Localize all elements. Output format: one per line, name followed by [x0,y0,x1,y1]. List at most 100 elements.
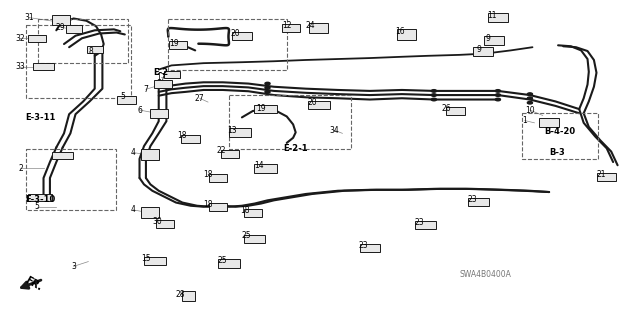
Text: 20: 20 [307,98,317,107]
Bar [229,128,251,137]
Text: FR.: FR. [23,275,44,293]
Bar [117,96,136,103]
Bar [150,109,168,118]
Text: 13: 13 [227,126,237,135]
Bar [26,25,131,98]
Text: 4: 4 [131,205,136,214]
Text: 29: 29 [56,23,66,32]
Text: 18: 18 [204,170,212,179]
Text: 34: 34 [329,126,339,135]
Text: E-2-1: E-2-1 [283,144,307,153]
Bar [229,95,351,149]
Text: 6: 6 [137,106,142,115]
Circle shape [527,97,532,100]
Text: 5: 5 [35,202,40,211]
Text: 11: 11 [487,11,496,20]
Text: 4: 4 [131,148,136,157]
Text: 3: 3 [71,262,76,271]
Text: 10: 10 [525,106,535,115]
Bar [156,220,174,228]
Text: 23: 23 [467,195,477,204]
Text: 19: 19 [256,104,266,113]
Text: 17: 17 [156,73,166,82]
Bar [33,63,54,70]
Bar [522,113,598,159]
Bar [181,135,200,143]
Text: 14: 14 [254,161,264,170]
Bar [254,164,277,173]
Bar [141,207,159,218]
Text: 9: 9 [485,34,490,43]
Text: E-2: E-2 [154,68,169,77]
Bar [539,118,559,127]
Bar [221,150,239,158]
Bar [209,203,227,211]
Bar [164,71,180,78]
Bar [168,19,287,70]
Text: 25: 25 [241,231,252,240]
Bar [143,257,166,265]
Circle shape [527,101,532,104]
Text: E-3-11: E-3-11 [26,113,56,122]
Bar [169,41,187,49]
Bar [484,36,504,45]
Circle shape [431,94,436,96]
Text: 18: 18 [204,200,212,209]
Text: 31: 31 [24,13,34,22]
Bar [38,19,128,63]
Text: 5: 5 [120,92,125,101]
Bar [28,35,46,42]
Text: 33: 33 [15,63,26,71]
Text: 1: 1 [522,116,527,125]
Text: 20: 20 [230,29,241,38]
Text: 30: 30 [152,217,162,226]
Text: E-3-10: E-3-10 [26,195,56,204]
Text: 21: 21 [597,170,606,179]
Bar [282,24,300,32]
Bar [218,259,240,268]
Bar [244,209,262,217]
Text: 25: 25 [218,256,228,265]
Circle shape [431,98,436,101]
Text: 28: 28 [176,290,185,299]
Bar [52,152,73,159]
Text: SWA4B0400A: SWA4B0400A [460,271,511,279]
Text: 24: 24 [305,21,316,30]
Bar [488,13,508,22]
Bar [468,197,489,206]
Bar [28,194,52,201]
Text: 27: 27 [195,94,205,103]
Bar [141,149,159,160]
Bar [52,15,70,25]
Circle shape [265,86,270,89]
Circle shape [527,93,532,95]
Bar [597,173,616,181]
Bar [307,101,330,108]
Bar [26,149,116,210]
Text: 32: 32 [15,34,26,43]
Text: 23: 23 [414,218,424,227]
Bar [415,221,436,229]
Bar [446,107,465,115]
Bar [473,47,493,56]
Bar [360,244,380,252]
Circle shape [495,90,500,92]
Text: 18: 18 [240,206,249,215]
Bar [86,46,102,53]
Circle shape [431,90,436,92]
Circle shape [265,82,270,85]
Circle shape [495,94,500,96]
Bar [209,174,227,182]
Text: 7: 7 [143,85,148,94]
Text: B-4-20: B-4-20 [544,127,575,136]
Bar [254,105,277,113]
Text: 19: 19 [169,39,179,48]
Text: B-3: B-3 [549,148,565,157]
Bar [66,25,82,33]
Circle shape [265,91,270,93]
Text: 8: 8 [88,47,93,56]
Text: 18: 18 [178,131,187,140]
Text: 12: 12 [282,21,291,30]
Text: 26: 26 [442,104,452,113]
Text: 22: 22 [216,146,225,155]
